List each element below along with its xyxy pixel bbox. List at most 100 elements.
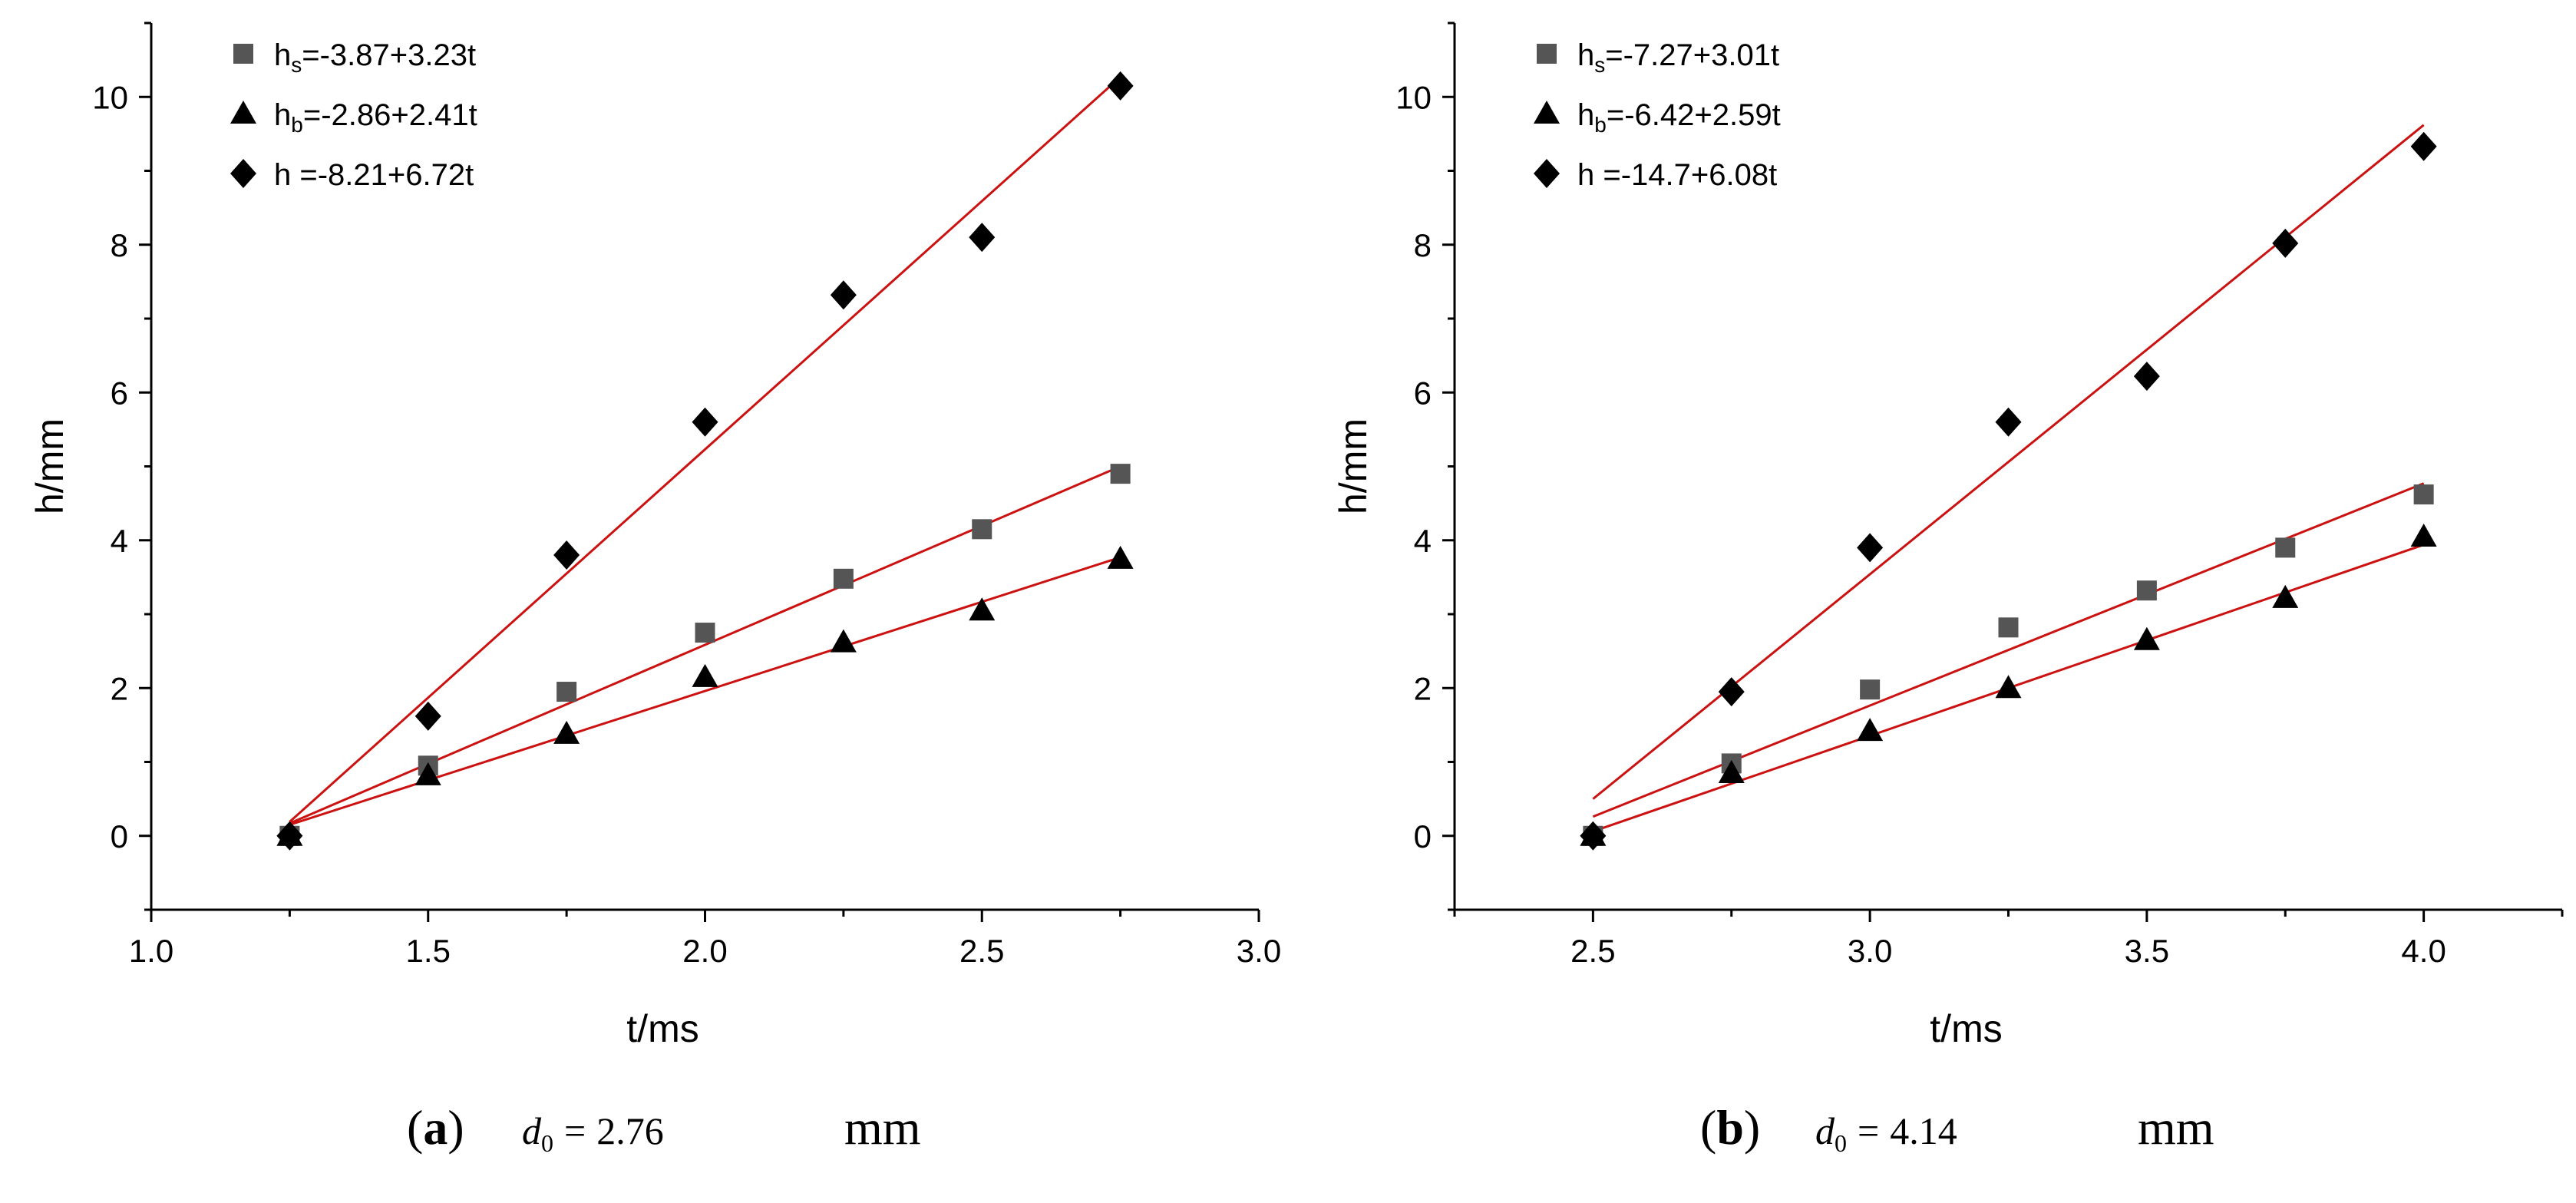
caption-paren-close: )	[1744, 1100, 1760, 1155]
data-point-h	[1995, 407, 2022, 437]
legend-base: h	[274, 158, 291, 192]
data-point-hb	[969, 597, 996, 621]
y-tick-label: 2	[1414, 670, 1432, 706]
legend-base: h	[1577, 98, 1594, 132]
fit-line-hs	[1592, 482, 2425, 818]
legend-subscript: b	[291, 113, 303, 137]
x-tick-label: 3.0	[1848, 933, 1892, 969]
legend-entry-hs: hs=-3.87+3.23t	[274, 38, 476, 77]
x-tick-label: 4.0	[2401, 933, 2446, 969]
data-point-hb	[1857, 718, 1884, 742]
data-point-hs	[972, 519, 992, 540]
legend-marker-hs	[233, 44, 253, 64]
caption-b: (b) d0 = 4.14 mm	[1700, 1100, 2214, 1157]
data-point-hb	[1718, 759, 1745, 783]
data-point-hs	[1998, 617, 2019, 638]
fit-line-hs	[289, 465, 1121, 825]
y-axis-label: h/mm	[28, 418, 71, 514]
data-point-h	[1580, 821, 1607, 851]
legend-marker-h	[230, 159, 256, 188]
caption-equals: =	[1858, 1109, 1879, 1152]
data-point-hb	[2410, 523, 2437, 547]
legend-equation: =-8.21+6.72t	[291, 158, 474, 192]
data-point-h	[2272, 228, 2299, 258]
legend-entry-hb: hb=-6.42+2.59t	[1577, 98, 1781, 137]
legend-equation: =-14.7+6.08t	[1594, 158, 1777, 192]
caption-unit: mm	[2138, 1100, 2214, 1155]
data-point-h	[414, 701, 441, 731]
x-tick-label: 2.5	[959, 933, 1004, 969]
y-tick-label: 4	[111, 523, 128, 559]
legend-equation: =-7.27+3.01t	[1605, 38, 1779, 72]
legend-subscript: s	[291, 53, 302, 77]
data-point-hs	[556, 682, 577, 702]
y-tick-label: 8	[1414, 227, 1432, 263]
y-tick-label: 0	[111, 818, 128, 854]
x-tick-label: 3.0	[1237, 933, 1281, 969]
caption-variable: d	[522, 1109, 542, 1152]
y-tick-label: 10	[1395, 79, 1432, 115]
x-tick-label: 3.5	[2125, 933, 2169, 969]
x-tick-label: 1.5	[406, 933, 451, 969]
data-point-hs	[1110, 464, 1131, 484]
caption-label: (a)	[407, 1100, 464, 1155]
data-point-hb	[830, 629, 857, 653]
caption-equation: d0 = 4.14	[1815, 1109, 1957, 1157]
data-point-h	[1857, 533, 1884, 563]
fit-line-hb	[289, 556, 1121, 826]
legend-marker-hs	[1537, 44, 1557, 64]
caption-value: 2.76	[596, 1109, 664, 1152]
data-point-h	[1107, 71, 1134, 101]
data-point-h	[692, 407, 718, 437]
data-point-hb	[553, 720, 580, 744]
legend-entry-hs: hs=-7.27+3.01t	[1577, 38, 1779, 77]
x-axis-label: t/ms	[1930, 1007, 2002, 1050]
caption-paren-open: (	[1700, 1100, 1716, 1155]
y-tick-label: 0	[1414, 818, 1432, 854]
legend-base: h	[274, 38, 291, 72]
caption-paren-open: (	[407, 1100, 423, 1155]
legend-marker-hb	[1534, 101, 1560, 124]
legend-equation: =-2.86+2.41t	[303, 98, 477, 132]
data-point-h	[2410, 131, 2437, 161]
data-point-hs	[695, 623, 715, 643]
caption-letter: b	[1716, 1100, 1744, 1155]
data-point-h	[969, 223, 996, 253]
legend-marker-h	[1534, 159, 1560, 188]
y-tick-label: 10	[92, 79, 128, 115]
caption-letter: a	[423, 1100, 447, 1155]
data-point-hb	[2133, 626, 2160, 650]
data-point-hs	[2136, 580, 2157, 601]
legend-entry-hb: hb=-2.86+2.41t	[274, 98, 477, 137]
legend-subscript: s	[1594, 53, 1605, 77]
legend-marker-hb	[230, 101, 256, 124]
x-tick-label: 1.0	[129, 933, 173, 969]
caption-subscript: 0	[1835, 1129, 1847, 1157]
data-point-hs	[2275, 537, 2296, 558]
legend-equation: =-3.87+3.23t	[302, 38, 476, 72]
data-point-hb	[1995, 675, 2022, 699]
caption-unit: mm	[844, 1100, 921, 1155]
data-point-hb	[692, 663, 718, 687]
data-point-h	[2133, 362, 2160, 392]
fit-line-h	[289, 76, 1121, 823]
legend-entry-h: h =-8.21+6.72t	[274, 158, 474, 192]
data-point-h	[553, 540, 580, 570]
caption-variable: d	[1815, 1109, 1835, 1152]
data-point-h	[276, 821, 303, 851]
legend-base: h	[1577, 158, 1594, 192]
x-tick-label: 2.5	[1570, 933, 1615, 969]
data-point-h	[1718, 677, 1745, 707]
y-tick-label: 4	[1414, 523, 1432, 559]
y-axis-label: h/mm	[1332, 418, 1375, 514]
data-point-hb	[1107, 545, 1134, 569]
legend-entry-h: h =-14.7+6.08t	[1577, 158, 1777, 192]
caption-equation: d0 = 2.76	[522, 1109, 664, 1157]
legend-equation: =-6.42+2.59t	[1607, 98, 1781, 132]
data-point-h	[830, 280, 857, 310]
caption-value: 4.14	[1890, 1109, 1957, 1152]
data-point-hb	[414, 762, 441, 785]
data-point-hs	[833, 568, 854, 589]
